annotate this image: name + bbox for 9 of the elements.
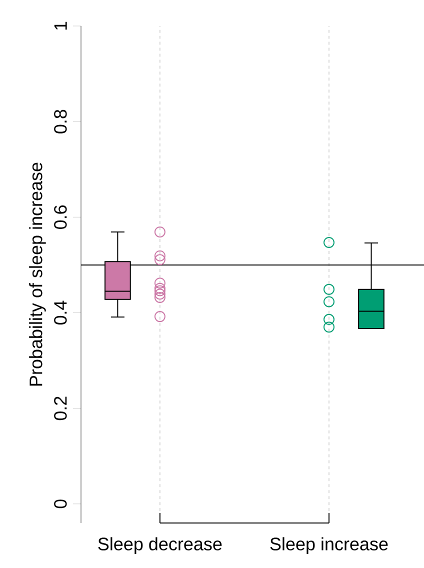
y-tick-label: 0.6: [54, 205, 67, 229]
y-tick-label: 0.4: [54, 300, 67, 325]
y-axis-title: Probability of sleep increase: [28, 162, 46, 386]
x-tick-label: Sleep decrease: [98, 537, 222, 554]
y-tick-label: 0.2: [54, 396, 67, 420]
y-tick-label: 0.8: [54, 110, 67, 134]
y-tick-label: 1: [54, 22, 67, 30]
x-tick-label: Sleep increase: [270, 537, 388, 554]
y-tick-label: 0: [54, 500, 67, 508]
